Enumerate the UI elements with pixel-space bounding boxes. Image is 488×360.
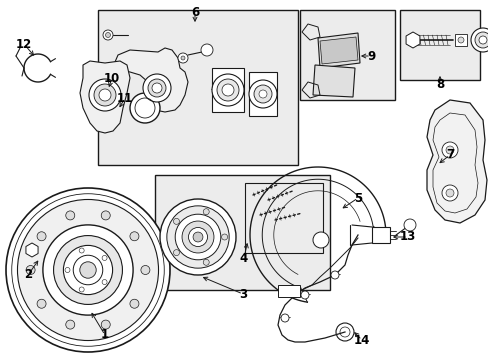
Circle shape — [478, 36, 486, 44]
Polygon shape — [426, 100, 486, 223]
Circle shape — [203, 259, 209, 265]
Circle shape — [65, 211, 75, 220]
Circle shape — [79, 248, 84, 253]
Circle shape — [474, 32, 488, 48]
Text: 1: 1 — [101, 328, 109, 342]
Bar — [212, 68, 244, 112]
Text: 5: 5 — [353, 192, 362, 204]
Circle shape — [182, 221, 214, 253]
Bar — [98, 10, 297, 165]
Circle shape — [441, 142, 457, 158]
Circle shape — [79, 287, 84, 292]
Circle shape — [65, 267, 70, 273]
Circle shape — [178, 53, 187, 63]
Text: 7: 7 — [445, 148, 453, 162]
Circle shape — [312, 232, 328, 248]
Circle shape — [166, 206, 229, 268]
Text: 13: 13 — [399, 230, 415, 243]
Circle shape — [18, 199, 158, 341]
Polygon shape — [26, 243, 38, 257]
Circle shape — [175, 214, 221, 260]
Text: 3: 3 — [239, 288, 246, 301]
Circle shape — [80, 262, 96, 278]
Circle shape — [101, 211, 110, 220]
Circle shape — [173, 219, 179, 224]
Circle shape — [445, 189, 453, 197]
Circle shape — [403, 219, 415, 231]
Bar — [278, 285, 299, 297]
Circle shape — [12, 194, 164, 346]
Text: 14: 14 — [353, 333, 369, 346]
Circle shape — [89, 79, 121, 111]
Circle shape — [26, 266, 35, 274]
Text: 11: 11 — [117, 91, 133, 104]
Circle shape — [99, 89, 111, 101]
Circle shape — [94, 84, 116, 106]
Circle shape — [457, 37, 463, 43]
Bar — [244, 183, 323, 253]
Text: 10: 10 — [103, 72, 120, 85]
Circle shape — [102, 280, 107, 284]
Bar — [454, 34, 466, 46]
Polygon shape — [405, 32, 419, 48]
Circle shape — [188, 228, 207, 247]
Polygon shape — [115, 48, 187, 112]
Circle shape — [445, 146, 453, 154]
Circle shape — [6, 188, 170, 352]
Circle shape — [181, 56, 184, 60]
Circle shape — [130, 232, 139, 241]
Circle shape — [201, 44, 213, 56]
Circle shape — [160, 199, 236, 275]
Circle shape — [253, 85, 271, 103]
Circle shape — [259, 90, 266, 98]
Circle shape — [63, 246, 112, 294]
Circle shape — [301, 291, 308, 299]
Circle shape — [101, 320, 110, 329]
Circle shape — [441, 185, 457, 201]
Circle shape — [43, 225, 133, 315]
Bar — [248, 72, 276, 116]
Circle shape — [65, 320, 75, 329]
Text: 8: 8 — [435, 77, 443, 90]
Polygon shape — [319, 37, 357, 64]
Circle shape — [203, 209, 209, 215]
Text: 2: 2 — [24, 269, 32, 282]
Circle shape — [54, 235, 122, 305]
Polygon shape — [312, 65, 354, 97]
Circle shape — [130, 93, 160, 123]
Bar — [371, 227, 389, 243]
Circle shape — [130, 299, 139, 308]
Circle shape — [37, 299, 46, 308]
Circle shape — [142, 74, 171, 102]
Bar — [299, 10, 394, 100]
Circle shape — [193, 232, 203, 242]
Text: 4: 4 — [240, 252, 247, 265]
Polygon shape — [317, 33, 359, 68]
Text: 12: 12 — [16, 37, 32, 50]
Circle shape — [212, 74, 244, 106]
Circle shape — [73, 255, 102, 285]
Circle shape — [152, 83, 162, 93]
Circle shape — [173, 249, 179, 256]
Circle shape — [217, 79, 239, 101]
Circle shape — [37, 232, 46, 241]
Bar — [155, 175, 329, 290]
Circle shape — [148, 79, 165, 97]
Circle shape — [102, 256, 107, 260]
Polygon shape — [80, 61, 130, 133]
Circle shape — [248, 80, 276, 108]
Circle shape — [470, 28, 488, 52]
Bar — [399, 10, 479, 80]
Circle shape — [222, 84, 234, 96]
Circle shape — [221, 234, 227, 240]
Text: 6: 6 — [190, 6, 199, 19]
Circle shape — [141, 266, 150, 274]
Circle shape — [281, 314, 288, 322]
Circle shape — [105, 32, 110, 37]
Text: 9: 9 — [366, 49, 374, 63]
Circle shape — [330, 271, 338, 279]
Circle shape — [103, 30, 113, 40]
